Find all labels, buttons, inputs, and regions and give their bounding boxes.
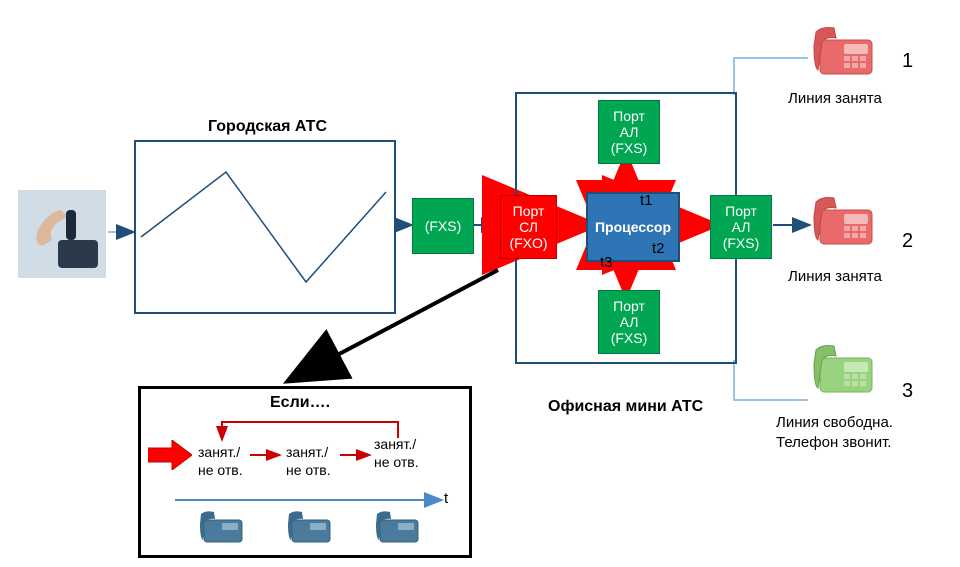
port-al-bottom: Порт АЛ (FXS) (598, 290, 660, 354)
port-al-top-l3: (FXS) (611, 140, 648, 156)
phone-3-status-a: Линия свободна. (776, 414, 893, 431)
city-atc-box (134, 140, 396, 314)
phone-2-number: 2 (902, 230, 913, 253)
phone-1-status: Линия занята (788, 90, 882, 107)
port-fxo-l3: (FXO) (509, 235, 547, 251)
city-fxs-label: (FXS) (425, 218, 462, 234)
city-atc-title: Городская АТС (208, 118, 327, 136)
port-al-top: Порт АЛ (FXS) (598, 100, 660, 164)
if-red-arrow (148, 440, 192, 475)
if-t-label: t (444, 490, 448, 507)
if-busy-1a: занят./ (198, 444, 240, 460)
t1-label: t1 (640, 192, 653, 209)
if-phone-3 (374, 508, 422, 549)
if-phone-1 (198, 508, 246, 549)
port-al-right-l1: Порт (725, 203, 757, 219)
hand-phone-image (18, 190, 106, 278)
port-al-bottom-l2: АЛ (620, 314, 639, 330)
if-phone-2 (286, 508, 334, 549)
port-fxo-l1: Порт (513, 203, 545, 219)
office-atc-title: Офисная мини АТС (548, 398, 703, 416)
if-title: Если…. (270, 394, 330, 412)
if-busy-2b: не отв. (286, 462, 331, 478)
port-fxo: Порт СЛ (FXO) (500, 195, 557, 259)
processor-label: Процессор (595, 219, 671, 235)
if-busy-2a: занят./ (286, 444, 328, 460)
phone-1-icon (812, 22, 880, 83)
phone-3-status-b: Телефон звонит. (776, 434, 891, 451)
phone-3-icon (812, 340, 880, 401)
if-busy-1b: не отв. (198, 462, 243, 478)
city-atc-signal (136, 142, 394, 312)
t2-label: t2 (652, 240, 665, 257)
port-al-right-l3: (FXS) (723, 235, 760, 251)
phone-3-number: 3 (902, 380, 913, 403)
phone-2-status: Линия занята (788, 268, 882, 285)
t3-label: t3 (600, 254, 613, 271)
port-al-top-l2: АЛ (620, 124, 639, 140)
port-fxo-l2: СЛ (519, 219, 538, 235)
if-busy-3b: не отв. (374, 454, 419, 470)
phone-2-icon (812, 192, 880, 253)
city-fxs-port: (FXS) (412, 198, 474, 254)
if-busy-3a: занят./ (374, 436, 416, 452)
port-al-top-l1: Порт (613, 108, 645, 124)
port-al-right-l2: АЛ (732, 219, 751, 235)
processor-box: Процессор (586, 192, 680, 262)
port-al-bottom-l3: (FXS) (611, 330, 648, 346)
port-al-bottom-l1: Порт (613, 298, 645, 314)
phone-1-number: 1 (902, 50, 913, 73)
port-al-right: Порт АЛ (FXS) (710, 195, 772, 259)
